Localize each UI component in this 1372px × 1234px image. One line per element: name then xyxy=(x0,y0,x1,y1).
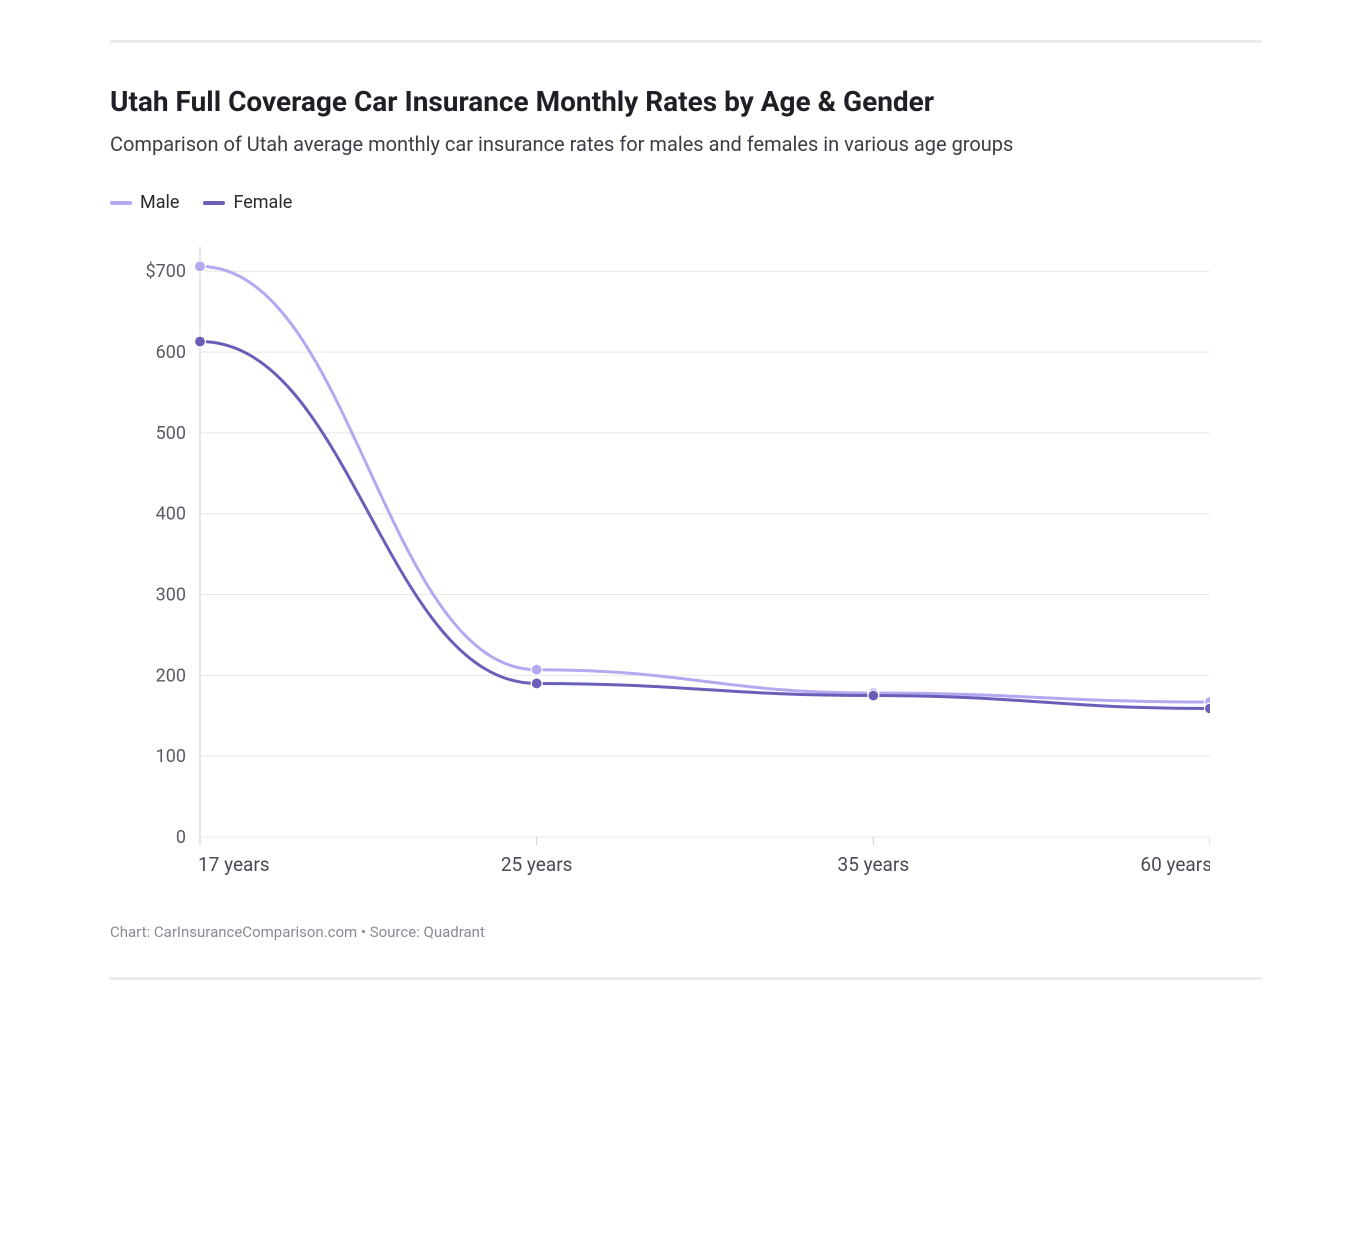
top-rule xyxy=(110,40,1262,43)
legend-label-female: Female xyxy=(233,192,292,213)
y-tick-label: 600 xyxy=(156,342,186,363)
legend-item-female: Female xyxy=(203,192,292,213)
x-tick-label: 60 years xyxy=(1140,853,1210,876)
y-tick-label: $700 xyxy=(146,261,186,282)
series-marker-female xyxy=(1205,703,1211,714)
y-tick-label: 100 xyxy=(156,746,186,767)
series-marker-female xyxy=(531,678,542,689)
bottom-rule xyxy=(110,977,1262,980)
x-tick-label: 25 years xyxy=(501,853,573,876)
y-tick-label: 300 xyxy=(156,585,186,606)
y-tick-label: 500 xyxy=(156,423,186,444)
y-tick-label: 400 xyxy=(156,504,186,525)
series-marker-male xyxy=(195,261,206,272)
page-container: Utah Full Coverage Car Insurance Monthly… xyxy=(0,0,1372,1040)
legend-item-male: Male xyxy=(110,192,179,213)
x-tick-label: 35 years xyxy=(838,853,910,876)
series-marker-female xyxy=(868,690,879,701)
y-tick-label: 200 xyxy=(156,665,186,686)
legend-swatch-female xyxy=(203,201,225,205)
line-chart-svg: 0 100 200 300 400 500 600 $700 17 years 25 years 3… xyxy=(110,237,1210,897)
legend-label-male: Male xyxy=(140,192,179,213)
series-marker-female xyxy=(195,336,206,347)
legend-swatch-male xyxy=(110,201,132,205)
chart-subtitle: Comparison of Utah average monthly car i… xyxy=(110,132,1262,156)
y-tick-label: 0 xyxy=(176,827,186,848)
x-tick-label: 17 years xyxy=(198,853,270,876)
chart-credits: Chart: CarInsuranceComparison.com • Sour… xyxy=(110,923,1262,941)
series-line-female xyxy=(200,342,1210,709)
chart-title: Utah Full Coverage Car Insurance Monthly… xyxy=(110,85,1262,118)
legend: Male Female xyxy=(110,192,1262,213)
chart-area: 0 100 200 300 400 500 600 $700 17 years 25 years 3… xyxy=(110,237,1262,897)
series-marker-male xyxy=(531,664,542,675)
